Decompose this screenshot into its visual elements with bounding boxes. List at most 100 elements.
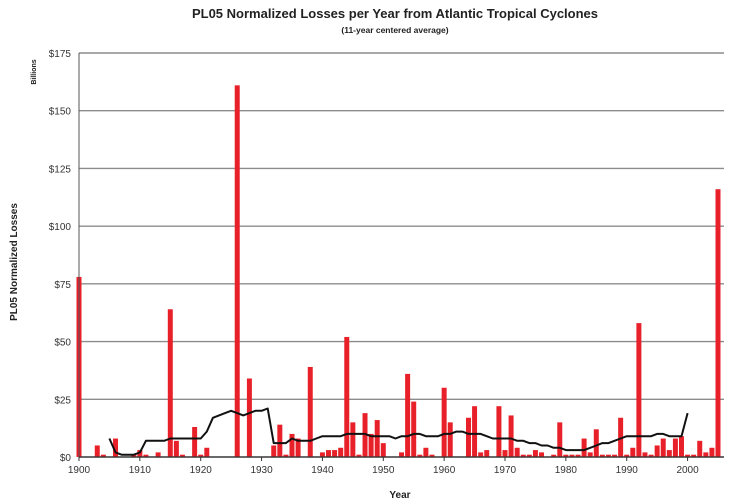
bar — [198, 454, 204, 457]
bar — [192, 426, 198, 457]
bar — [326, 450, 332, 457]
bar — [374, 420, 380, 457]
x-tick-label: 1930 — [250, 465, 273, 476]
axes — [78, 53, 724, 461]
moving-average-line — [108, 407, 689, 456]
bar — [593, 429, 599, 457]
bar — [612, 454, 618, 457]
bar — [295, 438, 301, 457]
bar — [672, 438, 678, 457]
y-tick-label: $25 — [54, 395, 71, 406]
bar — [630, 447, 636, 457]
bar — [709, 447, 715, 457]
bar — [472, 406, 478, 457]
x-tick-labels: 1900 1910 1920 1930 1940 1950 1960 1970 1980 1990… — [68, 465, 699, 476]
gridlines — [79, 52, 724, 458]
bar — [143, 454, 149, 457]
bar — [660, 438, 666, 457]
bar — [283, 454, 289, 457]
bar — [234, 85, 240, 457]
bar — [551, 454, 557, 457]
chart-title: PL05 Normalized Losses per Year from Atl… — [192, 6, 598, 21]
bar — [350, 422, 356, 457]
bar — [411, 401, 417, 457]
y-tick-label: $0 — [60, 453, 72, 464]
bar — [539, 452, 545, 457]
chart-subtitle: (11-year centered average) — [341, 25, 448, 35]
y-tick-label: $75 — [54, 280, 71, 291]
y-tick-label: $100 — [49, 222, 72, 233]
bar — [338, 447, 344, 457]
bar — [691, 454, 697, 457]
x-tick-label: 1900 — [68, 465, 91, 476]
bar — [685, 454, 691, 457]
x-tick-label: 1950 — [372, 465, 395, 476]
y-tick-label: $150 — [49, 107, 72, 118]
bar — [368, 433, 374, 457]
bar — [362, 413, 368, 457]
bar — [678, 436, 684, 457]
bar — [204, 447, 210, 457]
bar — [405, 373, 411, 457]
bar — [155, 452, 161, 457]
bar — [179, 454, 185, 457]
bar — [447, 422, 453, 457]
bar — [167, 309, 173, 457]
bar — [520, 454, 526, 457]
bar — [429, 454, 435, 457]
bar — [618, 417, 624, 457]
bar — [508, 415, 514, 457]
bar — [271, 445, 277, 457]
y-unit-label: Billions — [31, 59, 38, 84]
bar — [654, 445, 660, 457]
bar — [581, 438, 587, 457]
bar — [356, 454, 362, 457]
bar — [666, 450, 672, 457]
bar — [478, 452, 484, 457]
bar — [399, 452, 405, 457]
bar — [131, 454, 137, 457]
bar — [526, 454, 532, 457]
y-axis-label: PL05 Normalized Losses — [9, 203, 20, 321]
bar — [465, 417, 471, 457]
bar — [642, 452, 648, 457]
bar — [380, 443, 386, 457]
bar — [563, 454, 569, 457]
bar — [569, 454, 575, 457]
x-tick-label: 1960 — [433, 465, 456, 476]
x-tick-label: 1910 — [129, 465, 152, 476]
trend-line — [108, 407, 689, 456]
bar — [113, 438, 119, 457]
y-tick-label: $175 — [49, 49, 72, 60]
y-tick-label: $125 — [49, 164, 72, 175]
x-tick-label: 2000 — [676, 465, 699, 476]
y-tick-labels: $0 $25 $50 $75 $100 $125 $150 $175 — [49, 49, 72, 464]
bar — [246, 378, 252, 457]
bar — [289, 433, 295, 457]
x-tick-label: 1970 — [494, 465, 517, 476]
bar — [307, 366, 313, 457]
bar — [532, 450, 538, 457]
bar — [496, 406, 502, 457]
x-tick-label: 1980 — [555, 465, 578, 476]
bar — [624, 454, 630, 457]
bar — [344, 336, 350, 457]
bar — [648, 454, 654, 457]
bar — [575, 454, 581, 457]
bar — [319, 452, 325, 457]
bar — [417, 454, 423, 457]
bar — [605, 454, 611, 457]
bar — [332, 450, 338, 457]
bar — [636, 323, 642, 457]
bar — [514, 447, 520, 457]
x-axis-label: Year — [389, 490, 410, 501]
bar — [100, 454, 106, 457]
y-tick-label: $50 — [54, 338, 71, 349]
bar — [137, 450, 143, 457]
bar — [587, 452, 593, 457]
x-tick-label: 1940 — [311, 465, 334, 476]
bar — [173, 440, 179, 457]
x-tick-label: 1920 — [190, 465, 213, 476]
bar — [703, 452, 709, 457]
